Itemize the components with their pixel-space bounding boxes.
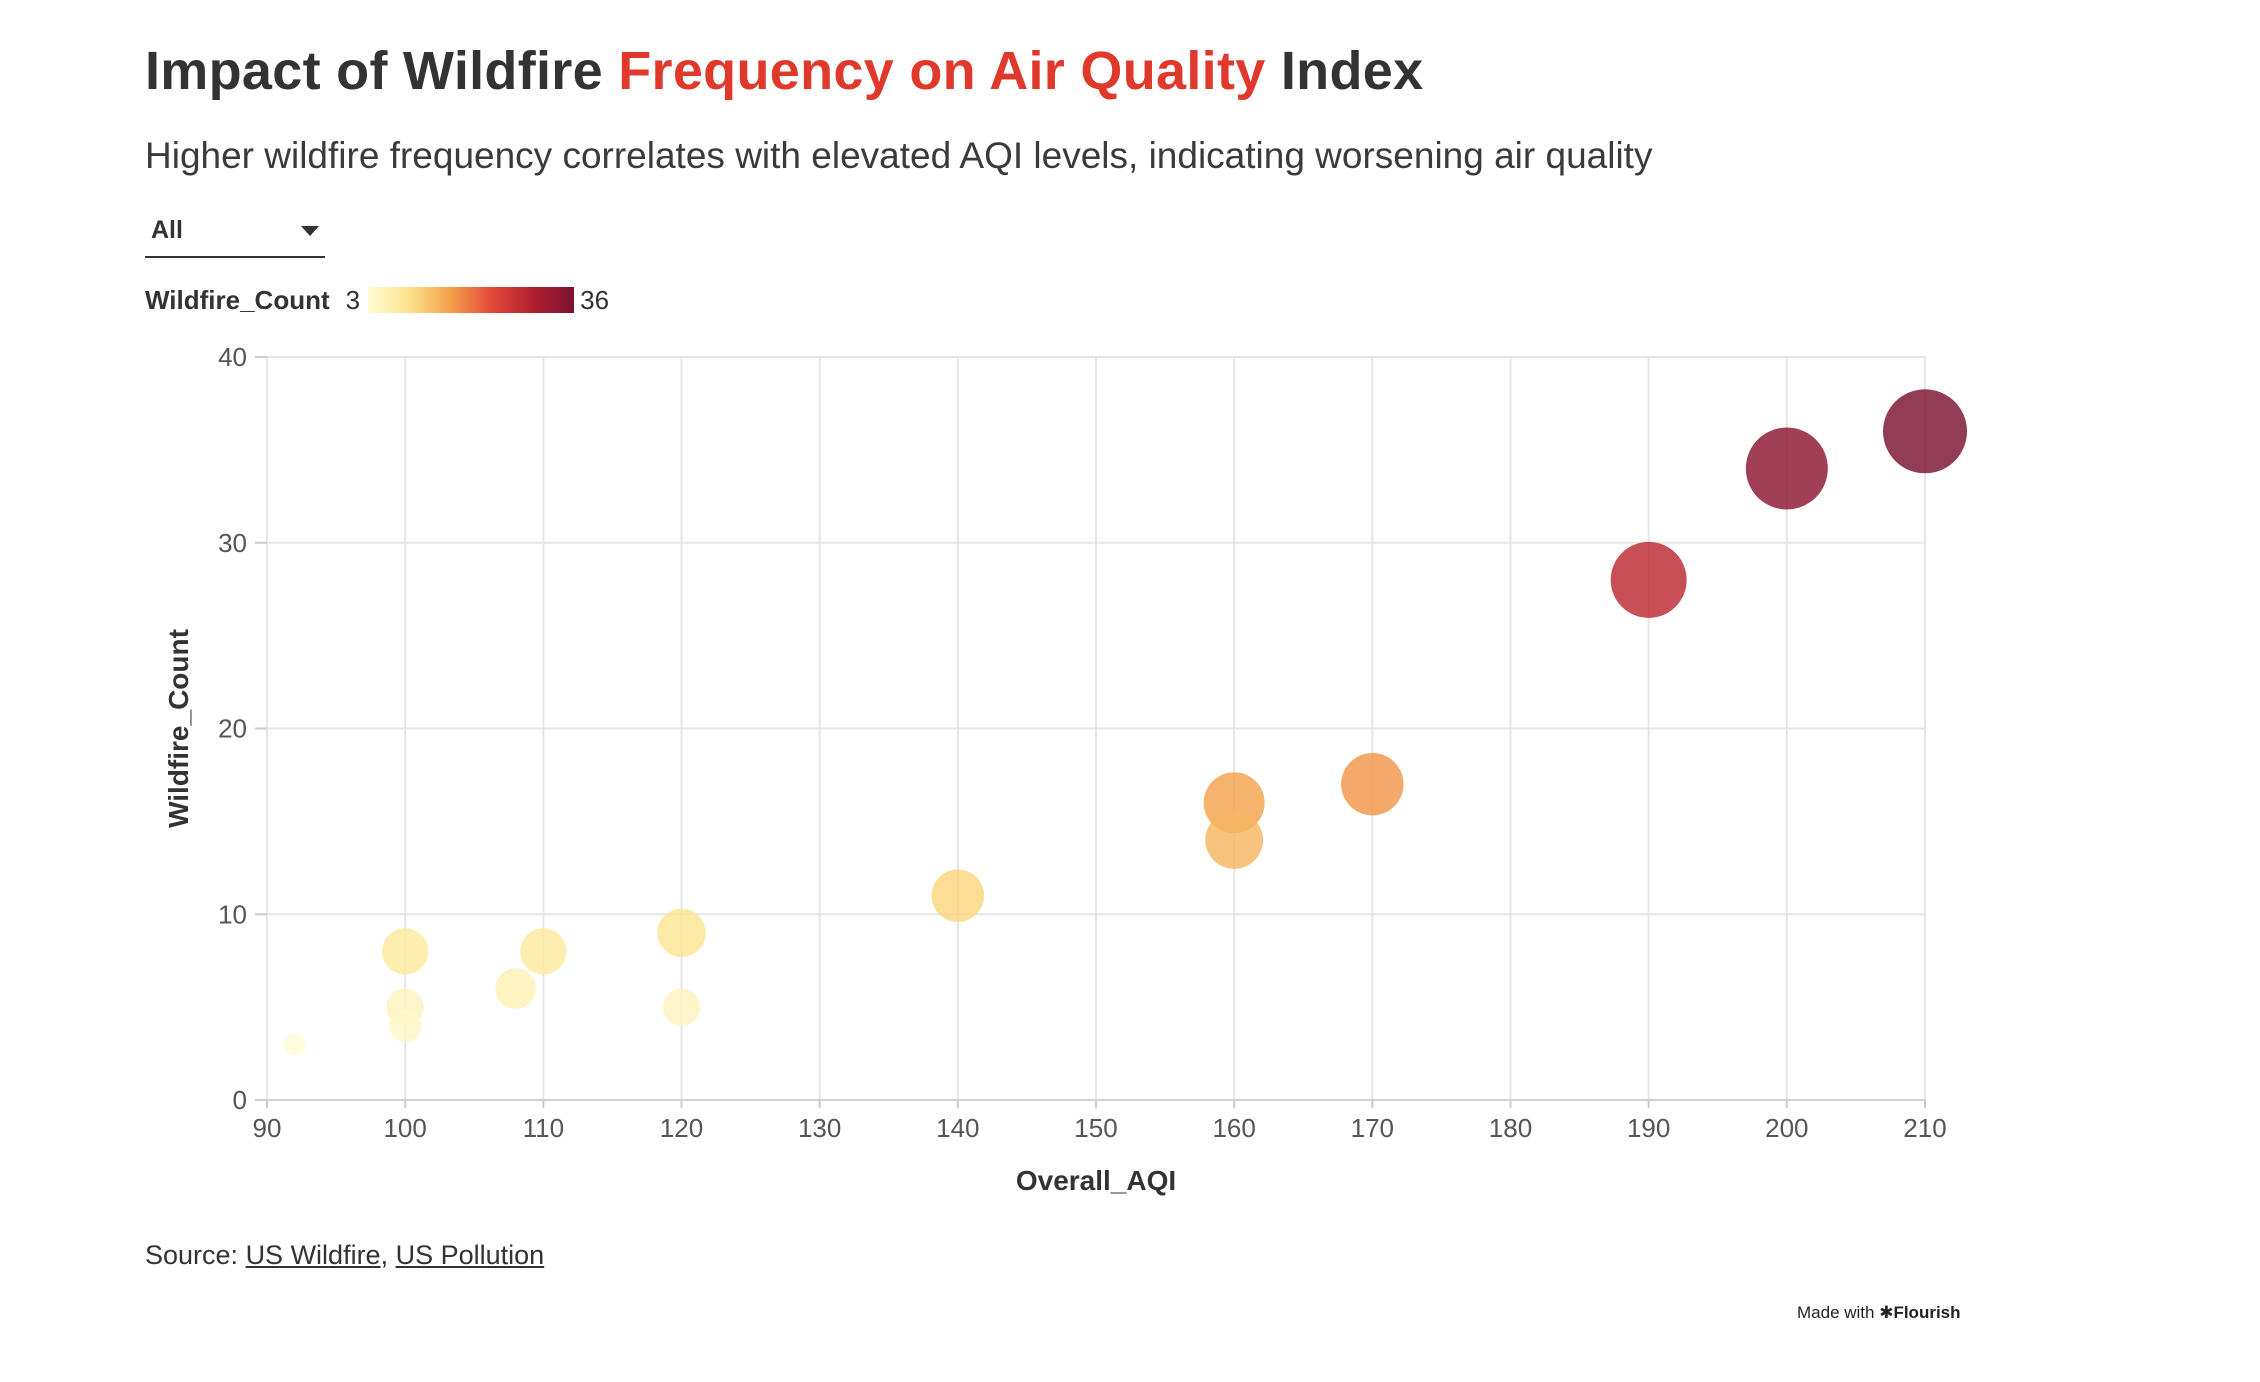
x-tick-label: 170 bbox=[1351, 1113, 1394, 1143]
made-with-flourish[interactable]: Made with ✱Flourish bbox=[1797, 1303, 1961, 1323]
x-tick-label: 210 bbox=[1903, 1113, 1946, 1143]
y-tick-label: 20 bbox=[218, 714, 247, 744]
x-tick-label: 110 bbox=[523, 1113, 564, 1143]
scatter-point[interactable] bbox=[1341, 753, 1404, 816]
x-tick-label: 190 bbox=[1627, 1113, 1670, 1143]
scatter-point[interactable] bbox=[657, 908, 706, 958]
x-tick-label: 150 bbox=[1074, 1113, 1117, 1143]
y-tick-label: 10 bbox=[218, 899, 247, 929]
scatter-point[interactable] bbox=[1205, 811, 1264, 869]
source-prefix: Source: bbox=[145, 1240, 246, 1270]
x-tick-label: 120 bbox=[660, 1113, 703, 1143]
legend-gradient-bar bbox=[368, 287, 575, 313]
scatter-point[interactable] bbox=[495, 968, 536, 1009]
title-highlight: Frequency on Air Quality bbox=[618, 41, 1266, 101]
chart-title: Impact of Wildfire Frequency on Air Qual… bbox=[145, 40, 1423, 102]
source-link-us-pollution[interactable]: US Pollution bbox=[395, 1240, 545, 1270]
legend-title: Wildfire_Count bbox=[145, 284, 330, 315]
x-tick-label: 140 bbox=[936, 1113, 979, 1143]
scatter-point[interactable] bbox=[1883, 389, 1967, 474]
axis-ticks: 90 100 110 120 130 140 150 160 170 180 190 200 210 0 1… bbox=[218, 342, 1947, 1143]
y-tick-label: 30 bbox=[218, 528, 247, 558]
filter-dropdown[interactable]: All bbox=[145, 212, 325, 258]
legend-max-label: 36 bbox=[580, 284, 610, 315]
color-legend: Wildfire_Count 3 36 bbox=[145, 282, 609, 318]
source-link-us-wildfire[interactable]: US Wildfire bbox=[245, 1240, 381, 1270]
scatter-point[interactable] bbox=[388, 1009, 422, 1043]
scatter-point[interactable] bbox=[1610, 541, 1687, 618]
source-note: Source: US Wildfire, US Pollution bbox=[145, 1240, 544, 1271]
chart-subtitle: Higher wildfire frequency correlates wit… bbox=[145, 135, 1653, 176]
x-tick-label: 160 bbox=[1212, 1113, 1255, 1143]
x-axis-title: Overall_AQI bbox=[1016, 1165, 1176, 1196]
x-tick-label: 90 bbox=[253, 1113, 282, 1143]
scatter-point[interactable] bbox=[662, 988, 701, 1026]
made-with-label: Made with bbox=[1797, 1303, 1880, 1322]
scatter-point[interactable] bbox=[931, 869, 985, 922]
chevron-down-icon bbox=[301, 226, 319, 236]
source-separator: , bbox=[380, 1240, 396, 1270]
flourish-brand: ✱Flourish bbox=[1879, 1303, 1961, 1322]
filter-selected-value: All bbox=[151, 216, 183, 244]
legend-min-label: 3 bbox=[345, 284, 361, 315]
scatter-chart: 90 100 110 120 130 140 150 160 170 180 190 200 210 0 1… bbox=[163, 342, 1967, 1196]
data-points bbox=[283, 389, 1967, 1056]
x-tick-label: 130 bbox=[798, 1113, 841, 1143]
x-tick-label: 200 bbox=[1765, 1113, 1808, 1143]
title-part-2: Index bbox=[1265, 41, 1424, 101]
y-axis-title: Wildfire_Count bbox=[163, 629, 194, 828]
title-part-1: Impact of Wildfire bbox=[145, 41, 619, 101]
scatter-point[interactable] bbox=[382, 928, 429, 975]
y-tick-label: 0 bbox=[233, 1085, 247, 1115]
scatter-point[interactable] bbox=[520, 928, 567, 975]
scatter-point[interactable] bbox=[1745, 427, 1828, 510]
scatter-point[interactable] bbox=[283, 1033, 306, 1056]
y-tick-label: 40 bbox=[218, 342, 247, 372]
x-tick-label: 100 bbox=[383, 1113, 426, 1143]
x-tick-label: 180 bbox=[1489, 1113, 1532, 1143]
